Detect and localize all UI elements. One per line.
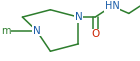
Text: HN: HN <box>105 1 119 11</box>
Text: N: N <box>32 25 40 36</box>
Text: N: N <box>74 12 82 22</box>
Text: O: O <box>91 29 99 39</box>
Text: m: m <box>1 25 10 36</box>
